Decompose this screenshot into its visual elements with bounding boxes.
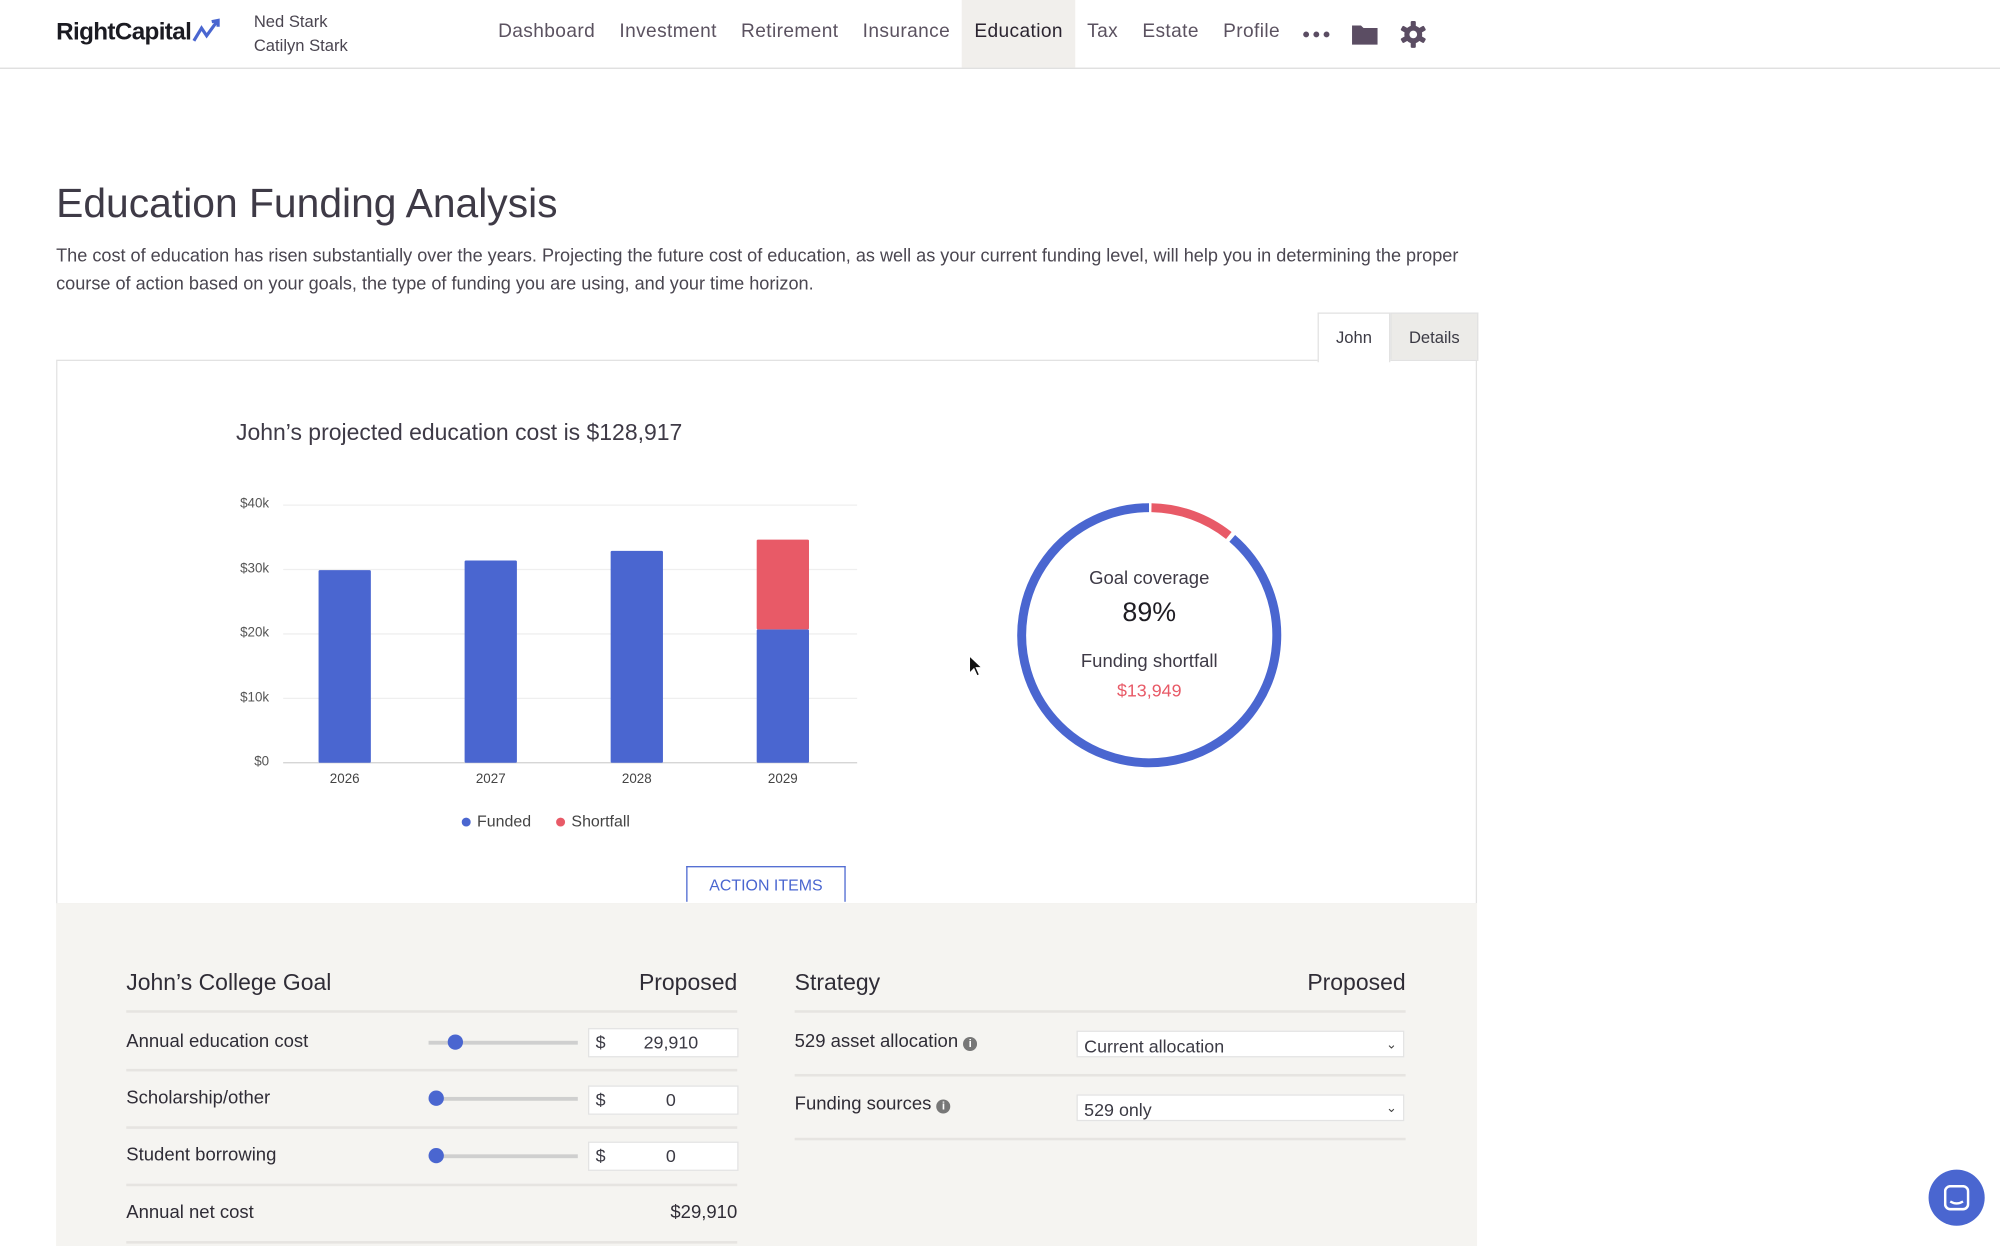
- x-tick-label: 2029: [767, 771, 798, 787]
- info-icon[interactable]: i: [963, 1036, 978, 1052]
- main-nav: Dashboard Investment Retirement Insuranc…: [486, 0, 1438, 68]
- y-tick-label: $40k: [240, 496, 270, 512]
- student-borrowing-label: Student borrowing: [126, 1145, 277, 1166]
- asset-allocation-label: 529 asset allocation i: [795, 1032, 978, 1052]
- client-names[interactable]: Ned Stark Catilyn Stark: [254, 9, 348, 57]
- chart-title: John’s projected education cost is $128,…: [235, 419, 683, 446]
- tab-john[interactable]: John: [1317, 312, 1391, 363]
- scholarship-label: Scholarship/other: [126, 1088, 271, 1109]
- select-value: 529 only: [1084, 1099, 1152, 1120]
- annual-education-cost-input[interactable]: $29,910: [588, 1028, 739, 1058]
- top-navigation-bar: RightCapital Ned Stark Catilyn Stark Das…: [0, 0, 2000, 69]
- bar-funded[interactable]: [756, 629, 809, 763]
- slider-thumb[interactable]: [447, 1034, 464, 1050]
- scholarship-input[interactable]: $0: [588, 1085, 739, 1115]
- strategy-heading: Strategy: [794, 969, 881, 995]
- legend-dot: [461, 816, 471, 826]
- action-items-button[interactable]: ACTION ITEMS: [686, 866, 846, 902]
- bar-shortfall[interactable]: [756, 539, 809, 630]
- divider: [794, 1073, 1406, 1077]
- folder-icon[interactable]: [1351, 0, 1379, 68]
- divider: [794, 1010, 1406, 1013]
- asset-allocation-select[interactable]: Current allocation ⌄: [1076, 1030, 1405, 1058]
- y-tick-label: $0: [254, 753, 270, 770]
- goal-column-header: Proposed: [638, 969, 738, 995]
- divider: [126, 1241, 738, 1244]
- goal-coverage-label: Goal coverage: [1089, 568, 1210, 590]
- strategy-column-header: Proposed: [1307, 969, 1406, 995]
- goal-coverage-donut: [1017, 503, 1282, 768]
- funding-sources-label: Funding sources i: [794, 1094, 951, 1115]
- client-name: Catilyn Stark: [253, 35, 348, 55]
- divider: [794, 1137, 1406, 1141]
- divider: [126, 1068, 738, 1072]
- bar-funded[interactable]: [610, 550, 663, 763]
- nav-dashboard[interactable]: Dashboard: [498, 20, 596, 43]
- chevron-down-icon: ⌄: [1385, 1038, 1397, 1053]
- chat-icon: [1943, 1184, 1970, 1211]
- divider: [126, 1183, 738, 1187]
- annual-education-cost-slider[interactable]: [428, 1040, 578, 1045]
- y-tick-label: $30k: [240, 560, 270, 576]
- logo-arrow-icon: [192, 18, 220, 42]
- annual-net-cost-label: Annual net cost: [126, 1202, 254, 1224]
- currency-symbol: $: [595, 1089, 606, 1110]
- legend-label: Shortfall: [571, 812, 630, 831]
- slider-thumb[interactable]: [428, 1147, 444, 1164]
- goal-heading: John’s College Goal: [126, 969, 332, 995]
- chevron-down-icon: ⌄: [1385, 1102, 1397, 1117]
- x-tick-label: 2027: [475, 771, 506, 787]
- x-tick-label: 2026: [329, 771, 360, 787]
- divider: [126, 1010, 738, 1013]
- info-icon[interactable]: i: [936, 1099, 951, 1114]
- y-tick-label: $10k: [240, 689, 270, 705]
- input-value: 0: [665, 1089, 676, 1110]
- page-description: The cost of education has risen substant…: [56, 246, 1459, 295]
- nav-tax[interactable]: Tax: [1087, 20, 1119, 43]
- legend-dot: [556, 816, 566, 826]
- page-title: Education Funding Analysis: [56, 179, 558, 226]
- funding-shortfall-label: Funding shortfall: [1080, 651, 1218, 673]
- client-name: Ned Stark: [253, 11, 328, 31]
- tab-details[interactable]: Details: [1390, 312, 1479, 361]
- legend-funded[interactable]: Funded: [461, 812, 532, 831]
- logo[interactable]: RightCapital: [56, 18, 222, 47]
- input-value: 0: [665, 1145, 676, 1166]
- funding-shortfall-value: $13,949: [1116, 679, 1182, 701]
- bar-funded[interactable]: [464, 560, 517, 763]
- mouse-cursor-icon: [968, 654, 984, 677]
- divider: [126, 1126, 738, 1129]
- currency-symbol: $: [595, 1145, 606, 1166]
- nav-estate[interactable]: Estate: [1142, 20, 1199, 43]
- gear-icon[interactable]: [1399, 0, 1427, 68]
- funding-sources-select[interactable]: 529 only ⌄: [1076, 1094, 1405, 1122]
- label-text: Funding sources: [794, 1094, 932, 1115]
- legend-label: Funded: [477, 812, 532, 831]
- bar-funded[interactable]: [318, 570, 371, 763]
- input-value: 29,910: [643, 1031, 699, 1053]
- x-tick-label: 2028: [621, 771, 652, 787]
- donut-funded-arc[interactable]: [1017, 503, 1282, 768]
- nav-investment[interactable]: Investment: [619, 20, 717, 43]
- scholarship-slider[interactable]: [428, 1096, 578, 1101]
- annual-net-cost-value: $29,910: [670, 1202, 738, 1224]
- slider-thumb[interactable]: [428, 1090, 444, 1106]
- nav-education[interactable]: Education: [962, 0, 1076, 68]
- select-value: Current allocation: [1084, 1035, 1225, 1057]
- donut-shortfall-arc[interactable]: [1151, 503, 1232, 540]
- y-tick-label: $20k: [240, 624, 270, 641]
- nav-retirement[interactable]: Retirement: [741, 20, 839, 43]
- annual-education-cost-label: Annual education cost: [126, 1031, 309, 1053]
- nav-profile[interactable]: Profile: [1223, 20, 1281, 43]
- goal-coverage-value: 89%: [1122, 598, 1177, 628]
- student-borrowing-slider[interactable]: [428, 1154, 578, 1159]
- chat-button[interactable]: [1928, 1169, 1985, 1226]
- currency-symbol: $: [595, 1031, 606, 1053]
- legend-shortfall[interactable]: Shortfall: [556, 812, 630, 830]
- student-borrowing-input[interactable]: $0: [588, 1141, 739, 1171]
- nav-insurance[interactable]: Insurance: [862, 20, 951, 43]
- bar-chart: [283, 504, 858, 764]
- label-text: 529 asset allocation: [794, 1031, 959, 1053]
- more-icon[interactable]: [1302, 0, 1330, 68]
